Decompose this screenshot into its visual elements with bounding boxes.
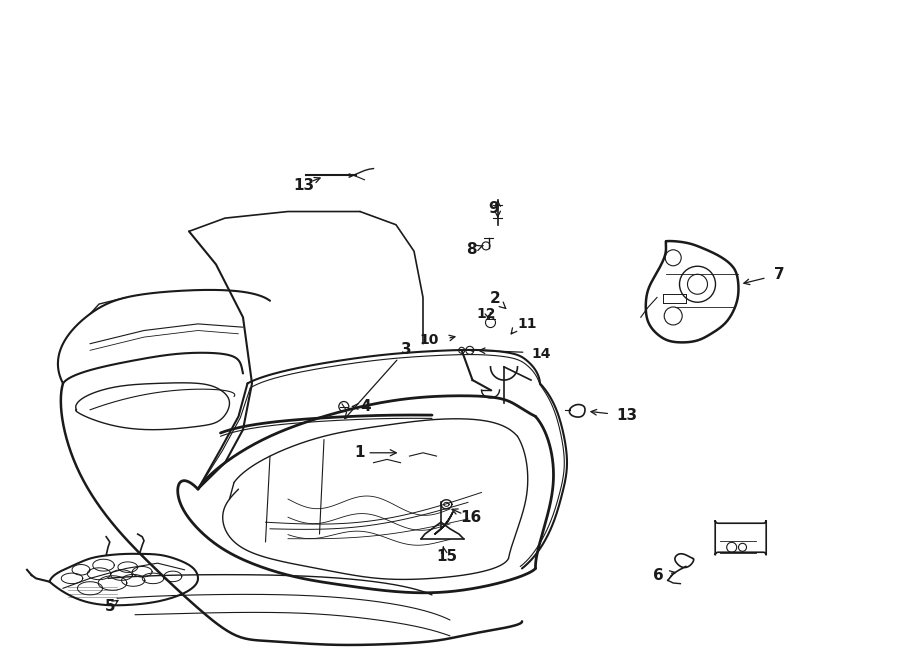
Text: 2: 2 bbox=[490, 292, 506, 309]
Text: 3: 3 bbox=[345, 342, 412, 418]
Text: 9: 9 bbox=[488, 201, 499, 215]
Text: 5: 5 bbox=[104, 600, 115, 614]
Text: 8: 8 bbox=[466, 243, 477, 257]
Text: 13: 13 bbox=[616, 408, 637, 422]
Text: 15: 15 bbox=[436, 549, 458, 564]
Text: 1: 1 bbox=[354, 446, 396, 460]
Text: 13: 13 bbox=[293, 178, 315, 192]
Text: 7: 7 bbox=[774, 267, 785, 282]
Text: 4: 4 bbox=[360, 399, 371, 414]
Text: 12: 12 bbox=[476, 307, 496, 321]
Text: 10: 10 bbox=[419, 333, 439, 348]
Text: 14: 14 bbox=[531, 346, 551, 361]
Text: 6: 6 bbox=[653, 568, 664, 582]
Text: 11: 11 bbox=[518, 317, 537, 331]
Text: 16: 16 bbox=[460, 510, 482, 525]
